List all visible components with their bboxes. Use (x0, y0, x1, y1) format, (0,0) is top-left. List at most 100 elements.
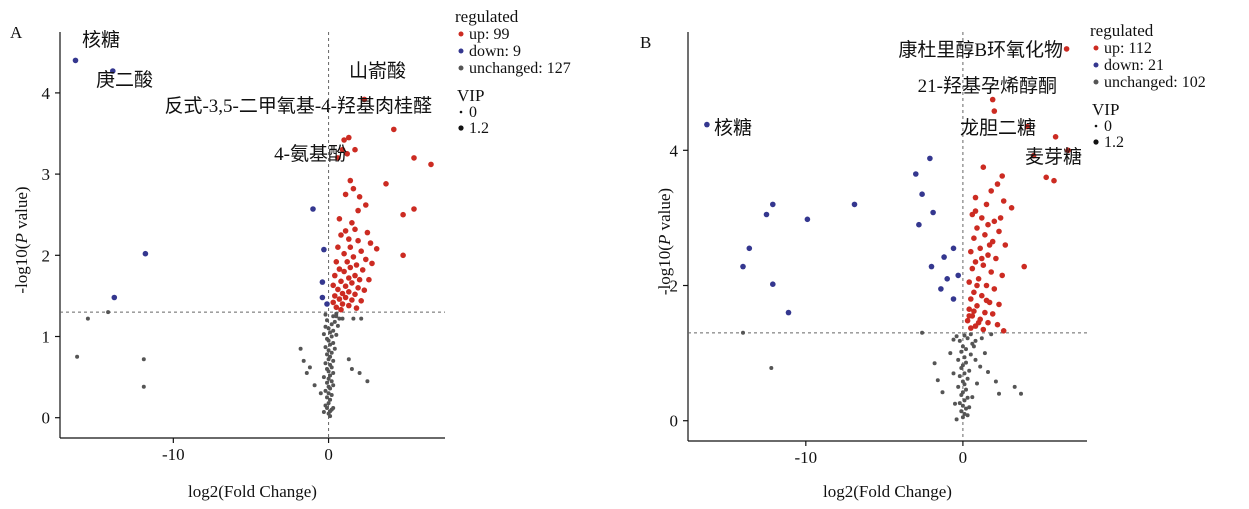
legend-label-down: down: 21 (1104, 57, 1164, 74)
data-point-down (928, 263, 935, 270)
data-point-down (704, 121, 710, 128)
data-point-up (339, 290, 346, 297)
data-point-up (346, 275, 352, 281)
data-point-up (985, 319, 991, 326)
data-point-unchanged (325, 367, 329, 371)
data-point-up (982, 232, 988, 238)
data-point-unchanged (970, 395, 975, 400)
data-point-up (971, 235, 977, 241)
data-point-unchanged (326, 401, 331, 406)
data-point-down (919, 191, 925, 197)
legend-label-down: down: 9 (469, 43, 521, 60)
data-point-down (72, 57, 79, 64)
data-point-unchanged (741, 330, 745, 335)
x-tick-label: 0 (959, 448, 968, 467)
data-point-down (804, 216, 811, 223)
data-point-up (400, 211, 406, 218)
data-point-down (319, 279, 326, 285)
data-point-up (330, 282, 337, 289)
data-point-up (349, 220, 355, 226)
panel-label: A (10, 23, 23, 42)
legend-vip-marker (458, 125, 464, 131)
y-axis-title-italic: P (12, 233, 31, 244)
data-point-unchanged (321, 375, 326, 380)
data-point-unchanged (331, 341, 336, 345)
data-point-up (974, 282, 980, 289)
data-point-unchanged (331, 406, 336, 410)
data-point-up (968, 325, 974, 331)
point-annotation: 山嵛酸 (349, 60, 406, 82)
data-point-unchanged (968, 352, 973, 357)
data-point-up (985, 221, 991, 228)
data-point-up (983, 297, 990, 304)
data-point-unchanged (965, 395, 970, 400)
data-point-up (991, 108, 998, 114)
data-point-unchanged (962, 412, 967, 416)
data-point-up (1000, 198, 1007, 204)
data-point-unchanged (328, 373, 333, 378)
data-point-unchanged (321, 410, 326, 414)
data-point-up (1002, 242, 1009, 248)
data-point-up (411, 155, 417, 161)
data-point-up (336, 296, 343, 302)
data-point-unchanged (331, 328, 336, 333)
data-point-up (980, 164, 987, 170)
data-point-unchanged (85, 316, 90, 321)
data-point-unchanged (323, 388, 328, 393)
data-point-down (111, 294, 118, 301)
data-point-down (770, 281, 776, 288)
legend-vip-label: 0 (1104, 118, 1112, 135)
data-point-unchanged (935, 378, 940, 383)
data-point-up (966, 313, 972, 319)
data-point-up (968, 248, 974, 255)
data-point-unchanged (349, 367, 354, 371)
data-point-unchanged (337, 316, 342, 321)
data-point-unchanged (940, 390, 945, 395)
data-point-up (988, 188, 994, 194)
data-point-unchanged (956, 357, 961, 362)
legend-title: regulated (455, 7, 519, 26)
data-point-up (342, 228, 349, 234)
legend-vip-marker (1093, 139, 1099, 145)
data-point-unchanged (141, 357, 146, 362)
data-point-up (974, 303, 980, 309)
data-point-up (994, 181, 1001, 187)
data-point-unchanged (326, 384, 331, 389)
data-point-up (344, 151, 351, 157)
data-point-unchanged (304, 371, 309, 375)
data-point-unchanged (307, 365, 312, 370)
data-point-up (1051, 177, 1057, 184)
data-point-up (347, 264, 354, 271)
data-point-up (361, 96, 368, 103)
data-point-up (364, 229, 371, 236)
data-point-up (333, 304, 340, 311)
data-point-unchanged (335, 323, 340, 328)
data-point-unchanged (979, 336, 984, 341)
legend-vip-label: 1.2 (1104, 134, 1124, 151)
point-annotation: 龙胆二糖 (960, 117, 1036, 139)
data-point-unchanged (960, 363, 965, 368)
data-point-unchanged (141, 384, 146, 389)
data-point-unchanged (325, 352, 329, 357)
data-point-up (968, 296, 974, 302)
data-point-unchanged (328, 354, 333, 359)
data-point-down (746, 245, 753, 252)
data-point-up (335, 286, 341, 293)
data-point-down (913, 171, 919, 177)
y-axis-title-italic: P (655, 235, 674, 246)
data-point-up (975, 276, 982, 282)
legend-vip-marker (459, 110, 463, 114)
data-point-up (996, 228, 1002, 235)
data-point-up (366, 276, 372, 283)
data-point-up (1063, 46, 1070, 52)
data-point-up (358, 248, 365, 254)
data-point-up (983, 201, 990, 208)
data-point-up (411, 206, 417, 212)
data-point-up (1000, 328, 1007, 334)
data-point-up (980, 262, 987, 269)
data-point-up (346, 302, 352, 309)
data-point-up (347, 177, 354, 184)
data-point-unchanged (982, 351, 987, 356)
